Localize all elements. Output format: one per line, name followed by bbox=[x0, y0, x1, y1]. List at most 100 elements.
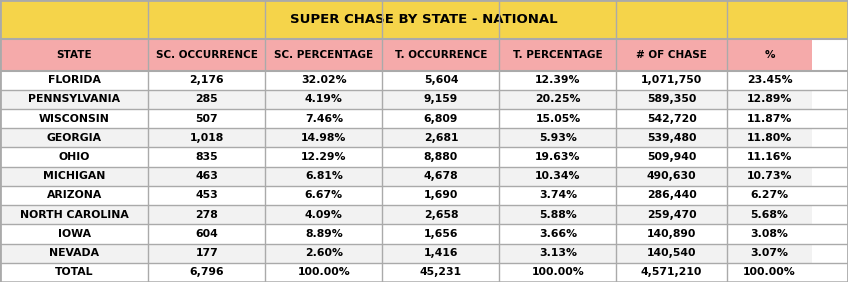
Bar bbox=[148, 167, 265, 186]
Text: 12.29%: 12.29% bbox=[301, 152, 347, 162]
Bar bbox=[265, 128, 382, 147]
Text: 6,796: 6,796 bbox=[190, 267, 224, 277]
Text: 6.81%: 6.81% bbox=[305, 171, 343, 181]
Text: 286,440: 286,440 bbox=[647, 190, 696, 201]
Text: 589,350: 589,350 bbox=[647, 94, 696, 104]
Bar bbox=[616, 128, 727, 147]
Bar bbox=[0, 0, 848, 39]
Text: 3.13%: 3.13% bbox=[539, 248, 577, 258]
Text: 259,470: 259,470 bbox=[647, 210, 696, 220]
Bar bbox=[148, 147, 265, 167]
Bar bbox=[382, 263, 499, 282]
Text: 453: 453 bbox=[196, 190, 218, 201]
Bar bbox=[0, 244, 148, 263]
Bar bbox=[727, 109, 812, 128]
Bar bbox=[727, 186, 812, 205]
Text: 10.73%: 10.73% bbox=[747, 171, 792, 181]
Text: PENNSYLVANIA: PENNSYLVANIA bbox=[28, 94, 120, 104]
Bar bbox=[616, 109, 727, 128]
Bar bbox=[499, 39, 616, 70]
Bar bbox=[0, 205, 148, 224]
Bar bbox=[727, 205, 812, 224]
Text: TOTAL: TOTAL bbox=[55, 267, 93, 277]
Text: 3.07%: 3.07% bbox=[750, 248, 789, 258]
Bar bbox=[616, 90, 727, 109]
Bar bbox=[499, 90, 616, 109]
Text: MICHIGAN: MICHIGAN bbox=[43, 171, 105, 181]
Bar bbox=[0, 90, 148, 109]
Text: 9,159: 9,159 bbox=[424, 94, 458, 104]
Text: 4.19%: 4.19% bbox=[305, 94, 343, 104]
Text: 100.00%: 100.00% bbox=[298, 267, 350, 277]
Text: 4,571,210: 4,571,210 bbox=[641, 267, 702, 277]
Bar bbox=[499, 147, 616, 167]
Text: 14.98%: 14.98% bbox=[301, 133, 347, 143]
Bar bbox=[148, 109, 265, 128]
Bar bbox=[0, 147, 148, 167]
Text: 509,940: 509,940 bbox=[647, 152, 696, 162]
Text: 140,890: 140,890 bbox=[647, 229, 696, 239]
Bar bbox=[382, 244, 499, 263]
Bar bbox=[499, 167, 616, 186]
Bar bbox=[382, 128, 499, 147]
Bar bbox=[616, 205, 727, 224]
Text: WISCONSIN: WISCONSIN bbox=[39, 114, 109, 124]
Text: 1,071,750: 1,071,750 bbox=[641, 75, 702, 85]
Text: 604: 604 bbox=[196, 229, 218, 239]
Bar bbox=[265, 70, 382, 90]
Bar bbox=[727, 39, 812, 70]
Text: 100.00%: 100.00% bbox=[743, 267, 796, 277]
Bar bbox=[727, 90, 812, 109]
Text: 542,720: 542,720 bbox=[647, 114, 696, 124]
Bar bbox=[499, 224, 616, 244]
Text: 2,658: 2,658 bbox=[424, 210, 458, 220]
Text: 278: 278 bbox=[196, 210, 218, 220]
Text: 835: 835 bbox=[196, 152, 218, 162]
Text: 11.87%: 11.87% bbox=[747, 114, 792, 124]
Bar bbox=[499, 70, 616, 90]
Bar bbox=[382, 167, 499, 186]
Bar bbox=[265, 186, 382, 205]
Text: 6.27%: 6.27% bbox=[750, 190, 789, 201]
Text: 20.25%: 20.25% bbox=[535, 94, 581, 104]
Text: NEVADA: NEVADA bbox=[49, 248, 99, 258]
Bar bbox=[382, 39, 499, 70]
Bar bbox=[727, 263, 812, 282]
Text: 11.80%: 11.80% bbox=[747, 133, 792, 143]
Text: 1,656: 1,656 bbox=[424, 229, 458, 239]
Text: 6.67%: 6.67% bbox=[305, 190, 343, 201]
Bar bbox=[265, 205, 382, 224]
Text: 5.93%: 5.93% bbox=[539, 133, 577, 143]
Text: 1,416: 1,416 bbox=[424, 248, 458, 258]
Bar bbox=[265, 39, 382, 70]
Text: 3.74%: 3.74% bbox=[539, 190, 577, 201]
Bar bbox=[265, 109, 382, 128]
Bar bbox=[727, 147, 812, 167]
Bar bbox=[0, 70, 148, 90]
Bar bbox=[382, 186, 499, 205]
Bar bbox=[499, 205, 616, 224]
Bar bbox=[148, 186, 265, 205]
Bar bbox=[382, 90, 499, 109]
Text: 7.46%: 7.46% bbox=[305, 114, 343, 124]
Text: 8,880: 8,880 bbox=[424, 152, 458, 162]
Text: T. PERCENTAGE: T. PERCENTAGE bbox=[513, 50, 603, 60]
Bar bbox=[499, 244, 616, 263]
Bar bbox=[382, 147, 499, 167]
Text: 463: 463 bbox=[196, 171, 218, 181]
Bar bbox=[0, 186, 148, 205]
Bar bbox=[616, 167, 727, 186]
Text: 3.08%: 3.08% bbox=[750, 229, 789, 239]
Text: 5,604: 5,604 bbox=[424, 75, 458, 85]
Text: 11.16%: 11.16% bbox=[747, 152, 792, 162]
Bar bbox=[148, 90, 265, 109]
Bar bbox=[265, 147, 382, 167]
Text: # OF CHASE: # OF CHASE bbox=[636, 50, 707, 60]
Bar bbox=[499, 263, 616, 282]
Bar bbox=[265, 224, 382, 244]
Text: STATE: STATE bbox=[56, 50, 92, 60]
Text: 12.39%: 12.39% bbox=[535, 75, 581, 85]
Bar bbox=[148, 244, 265, 263]
Text: 140,540: 140,540 bbox=[647, 248, 696, 258]
Bar bbox=[0, 224, 148, 244]
